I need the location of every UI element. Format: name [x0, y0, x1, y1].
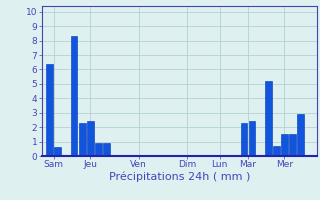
Bar	[241, 123, 247, 156]
Bar	[265, 81, 272, 156]
X-axis label: Précipitations 24h ( mm ): Précipitations 24h ( mm )	[108, 172, 250, 182]
Bar	[297, 114, 304, 156]
Bar	[79, 123, 85, 156]
Bar	[46, 64, 53, 156]
Bar	[281, 134, 288, 156]
Bar	[273, 146, 280, 156]
Bar	[87, 121, 94, 156]
Bar	[54, 147, 61, 156]
Bar	[249, 121, 255, 156]
Bar	[95, 143, 102, 156]
Bar	[70, 36, 77, 156]
Bar	[289, 134, 296, 156]
Bar	[103, 143, 110, 156]
